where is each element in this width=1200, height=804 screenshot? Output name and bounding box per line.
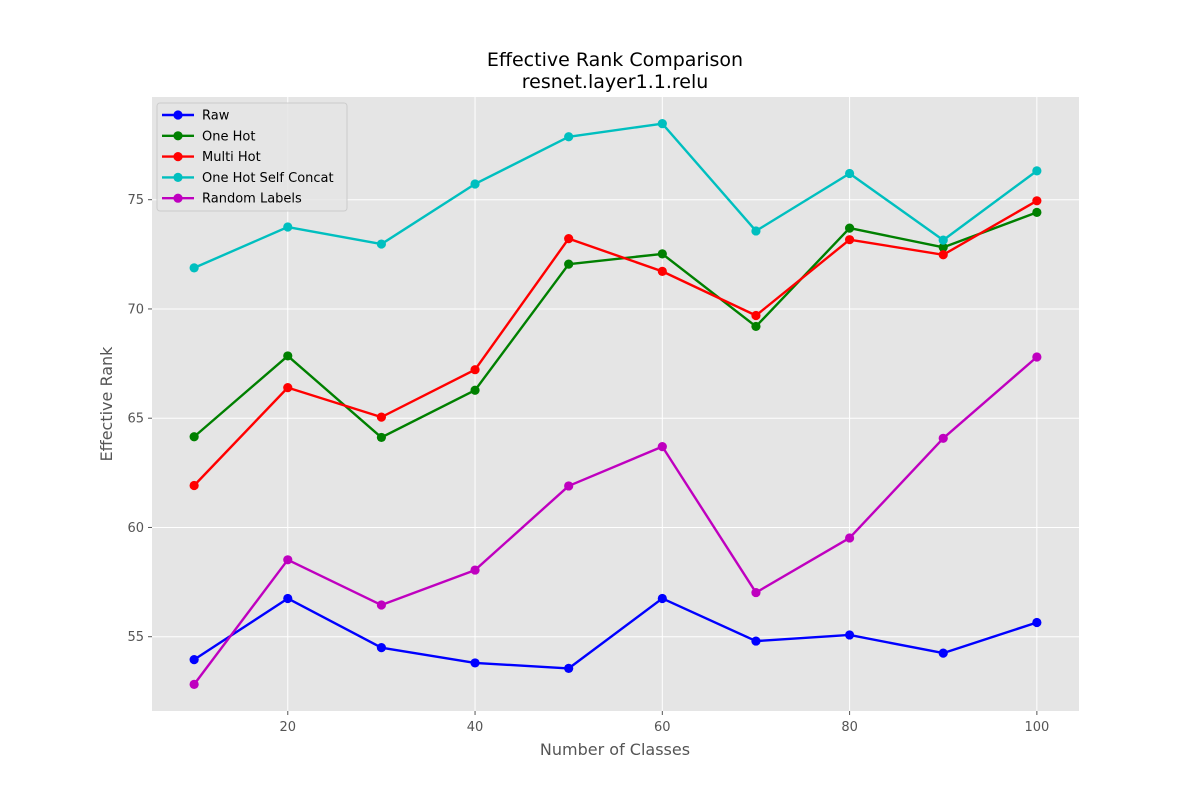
x-tick-label: 100: [1024, 720, 1049, 735]
data-point: [844, 223, 855, 233]
data-point: [844, 533, 855, 543]
series-one-hot-self-concat: [189, 119, 1042, 273]
data-point: [1032, 196, 1042, 206]
x-tick-label: 40: [467, 720, 484, 735]
data-point: [938, 250, 948, 260]
data-point: [189, 679, 199, 689]
data-point: [1032, 352, 1042, 362]
legend-frame: [156, 102, 348, 212]
data-point: [470, 565, 480, 575]
series-line: [193, 597, 1038, 670]
y-axis-label: Effective Rank: [97, 346, 116, 462]
data-point: [376, 432, 387, 443]
data-point: [189, 432, 199, 442]
data-point: [564, 132, 574, 142]
data-point: [376, 600, 387, 610]
chart-title: Effective Rank Comparison: [487, 49, 743, 71]
data-point: [751, 321, 761, 332]
y-tick-label: 70: [127, 302, 144, 317]
legend-marker: [173, 152, 183, 162]
data-point: [283, 383, 293, 393]
data-point: [844, 168, 855, 179]
data-point: [470, 179, 480, 189]
data-point: [844, 235, 855, 245]
data-point: [751, 587, 761, 598]
series-group: [189, 119, 1042, 689]
data-point: [657, 266, 667, 276]
grid-lines: [152, 97, 1079, 711]
legend-label: Raw: [202, 109, 230, 124]
legend-marker: [173, 110, 183, 120]
series-line: [193, 211, 1038, 439]
data-point: [283, 351, 293, 361]
data-point: [564, 663, 574, 673]
legend-label: Random Labels: [202, 192, 302, 207]
legend-label: One Hot Self Concat: [202, 171, 334, 186]
y-tick-label: 65: [127, 412, 144, 427]
x-axis-label: Number of Classes: [540, 740, 690, 759]
data-point: [283, 222, 293, 232]
data-point: [657, 249, 667, 259]
data-point: [189, 655, 199, 665]
data-point: [938, 235, 948, 245]
x-tick-label: 80: [841, 720, 858, 735]
data-point: [938, 648, 948, 658]
data-point: [938, 242, 948, 252]
legend-marker: [173, 193, 183, 203]
data-point: [564, 259, 574, 269]
data-point: [657, 593, 667, 604]
data-point: [376, 412, 387, 422]
legend-marker: [173, 172, 183, 182]
y-tick-label: 55: [127, 630, 144, 645]
data-point: [189, 263, 199, 273]
x-tick-label: 20: [279, 720, 296, 735]
legend-label: One Hot: [202, 129, 255, 144]
series-line: [193, 356, 1038, 686]
x-axis-ticks: 20 40 60 80 100: [279, 711, 1049, 735]
data-point: [1032, 166, 1042, 176]
data-point: [189, 480, 199, 491]
data-point: [564, 481, 574, 491]
data-point: [657, 442, 667, 452]
data-point: [376, 643, 387, 653]
data-point: [470, 365, 480, 375]
y-axis-ticks: 55 60 65 70 75: [127, 193, 152, 645]
data-point: [751, 636, 761, 646]
data-point: [470, 658, 480, 668]
data-point: [283, 555, 293, 565]
data-point: [844, 630, 855, 640]
data-point: [564, 233, 574, 244]
legend: Raw One Hot Multi Hot One Hot Self Concat Ra…: [156, 102, 348, 212]
chart-subtitle: resnet.layer1.1.relu: [522, 71, 709, 93]
y-tick-label: 75: [127, 193, 144, 208]
y-tick-label: 60: [127, 521, 144, 536]
series-raw: [189, 593, 1042, 673]
legend-label: Multi Hot: [202, 150, 261, 165]
data-point: [657, 119, 667, 129]
legend-marker: [173, 131, 183, 141]
data-point: [1032, 617, 1042, 628]
data-point: [470, 385, 480, 395]
data-point: [1032, 207, 1042, 217]
x-tick-label: 60: [654, 720, 671, 735]
data-point: [376, 239, 387, 249]
data-point: [938, 433, 948, 443]
series-line: [193, 199, 1038, 487]
series-line: [193, 122, 1038, 269]
series-multi-hot: [189, 196, 1042, 491]
series-random-labels: [189, 352, 1042, 689]
data-point: [751, 310, 761, 321]
data-point: [751, 226, 761, 236]
series-one-hot: [189, 207, 1042, 443]
data-point: [283, 593, 293, 604]
